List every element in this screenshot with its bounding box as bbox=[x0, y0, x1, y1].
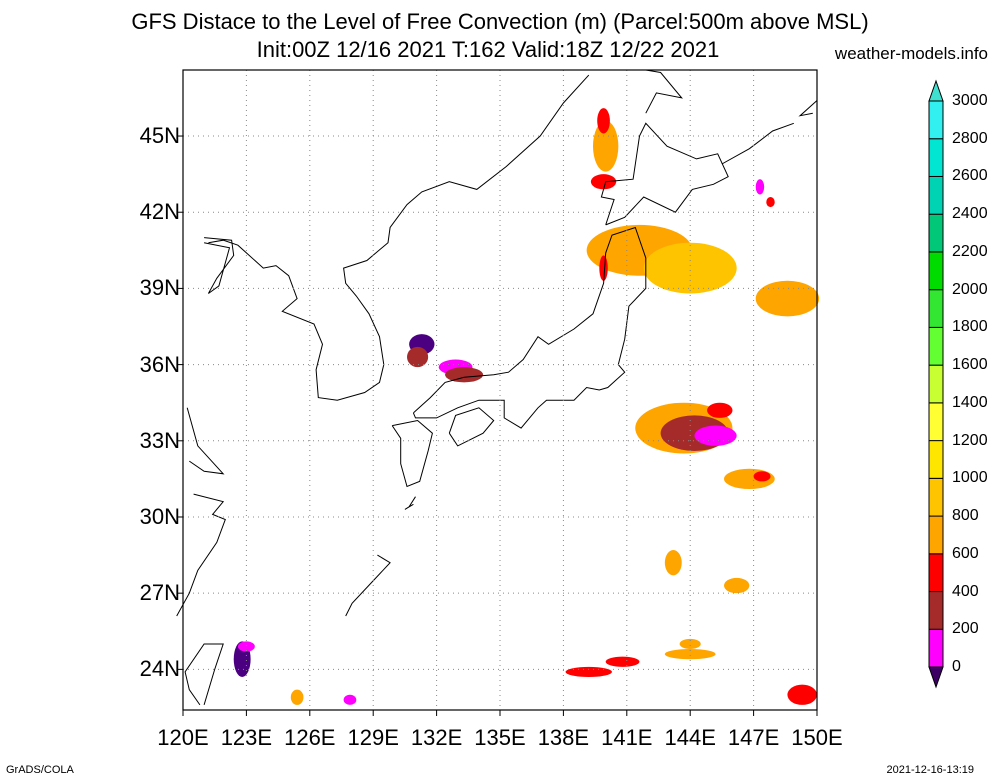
field-patch bbox=[590, 174, 617, 190]
map-subtitle: Init:00Z 12/16 2021 T:162 Valid:18Z 12/2… bbox=[256, 37, 720, 62]
y-tick-label: 45N bbox=[139, 123, 180, 149]
y-tick-label: 27N bbox=[139, 580, 180, 606]
coastlines bbox=[176, 69, 818, 706]
colorbar-swatch bbox=[928, 553, 944, 593]
colorbar-swatch bbox=[928, 364, 944, 404]
y-tick-label: 33N bbox=[139, 427, 180, 453]
x-tick-label: 144E bbox=[664, 725, 716, 750]
colorbar-swatch bbox=[928, 251, 944, 291]
field-patch bbox=[753, 471, 771, 482]
colorbar-label: 1000 bbox=[952, 469, 988, 487]
coastline bbox=[176, 493, 226, 617]
colorbar-label: 400 bbox=[952, 582, 979, 600]
colorbar-label: 1600 bbox=[952, 356, 988, 374]
field-patch bbox=[724, 577, 750, 594]
axis-ticks bbox=[177, 135, 818, 716]
coastline bbox=[645, 69, 683, 114]
footer-timestamp: 2021-12-16-13:19 bbox=[886, 764, 974, 776]
y-tick-label: 30N bbox=[139, 503, 180, 529]
field-patch bbox=[643, 242, 737, 294]
x-tick-label: 132E bbox=[410, 725, 463, 750]
coastline bbox=[412, 226, 647, 429]
field-patch bbox=[565, 666, 613, 677]
colorbar-swatch bbox=[928, 628, 944, 668]
coastline bbox=[448, 407, 495, 447]
map-title: GFS Distace to the Level of Free Convect… bbox=[131, 9, 869, 34]
field-patch bbox=[694, 425, 737, 446]
colorbar-swatch bbox=[928, 326, 944, 366]
field-patch bbox=[755, 179, 765, 195]
colorbar-label: 3000 bbox=[952, 92, 988, 109]
y-tick-label: 24N bbox=[139, 656, 180, 682]
colorbar-swatch bbox=[928, 591, 944, 630]
colorbar-label: 800 bbox=[952, 507, 979, 525]
colorbar-label: 2400 bbox=[952, 205, 988, 223]
field-patch bbox=[445, 367, 484, 383]
field-patch bbox=[707, 402, 733, 418]
field-patch bbox=[237, 641, 255, 652]
y-tick-label: 42N bbox=[139, 199, 180, 225]
field-shading bbox=[233, 108, 820, 705]
field-patch bbox=[679, 638, 701, 650]
colorbar-swatch bbox=[928, 440, 944, 479]
field-patch bbox=[599, 255, 608, 281]
colorbar-swatch bbox=[928, 100, 944, 140]
colorbar-label: 1200 bbox=[952, 431, 988, 449]
footer-software: GrADS/COLA bbox=[6, 764, 74, 776]
colorbar-swatch bbox=[928, 402, 944, 442]
colorbar-swatch bbox=[928, 138, 944, 177]
field-patch bbox=[766, 196, 775, 208]
x-tick-label: 129E bbox=[347, 725, 399, 750]
x-tick-label: 135E bbox=[474, 725, 526, 750]
coastline bbox=[600, 122, 729, 226]
field-patch bbox=[592, 120, 619, 172]
colorbar-swatch bbox=[928, 289, 944, 328]
colorbar-swatch bbox=[928, 213, 944, 253]
field-patch bbox=[755, 280, 820, 317]
colorbar-arrow-bottom bbox=[928, 666, 944, 689]
coastline bbox=[798, 100, 818, 117]
x-tick-label: 138E bbox=[537, 725, 590, 750]
coastline bbox=[186, 407, 225, 475]
colorbar-label: 0 bbox=[952, 658, 961, 675]
coastline bbox=[208, 74, 590, 401]
colorbar-label: 1400 bbox=[952, 393, 988, 411]
site-credit: weather-models.info bbox=[834, 44, 988, 63]
field-patch bbox=[664, 649, 716, 660]
y-tick-label: 36N bbox=[139, 351, 180, 377]
colorbar-swatch bbox=[928, 515, 944, 555]
x-tick-label: 147E bbox=[727, 725, 780, 750]
x-tick-label: 141E bbox=[601, 725, 653, 750]
colorbar-swatch bbox=[928, 477, 944, 517]
field-patch bbox=[597, 108, 610, 134]
field-patch bbox=[605, 656, 640, 667]
colorbar-label: 2200 bbox=[952, 242, 988, 260]
field-patch bbox=[343, 694, 357, 705]
field-patch bbox=[407, 346, 429, 368]
coastline bbox=[391, 419, 433, 488]
x-tick-label: 126E bbox=[284, 725, 336, 750]
coastline bbox=[404, 496, 416, 510]
colorbar-label: 600 bbox=[952, 544, 979, 562]
field-patch bbox=[787, 684, 817, 705]
colorbar-swatch bbox=[928, 175, 944, 215]
field-patch bbox=[290, 689, 304, 705]
coastline bbox=[721, 122, 794, 165]
colorbar-label: 2600 bbox=[952, 167, 988, 185]
colorbar-label: 2000 bbox=[952, 280, 988, 298]
colorbar-label: 1800 bbox=[952, 318, 988, 336]
field-patch bbox=[664, 550, 682, 576]
x-tick-label: 120E bbox=[157, 725, 209, 750]
colorbar-arrow-top bbox=[928, 79, 944, 102]
coastline bbox=[184, 643, 224, 706]
colorbar-label: 200 bbox=[952, 620, 979, 638]
x-tick-label: 150E bbox=[791, 725, 843, 750]
colorbar-label: 2800 bbox=[952, 129, 988, 147]
x-tick-label: 123E bbox=[220, 725, 273, 750]
y-tick-label: 39N bbox=[139, 275, 180, 301]
coastline bbox=[345, 554, 391, 617]
